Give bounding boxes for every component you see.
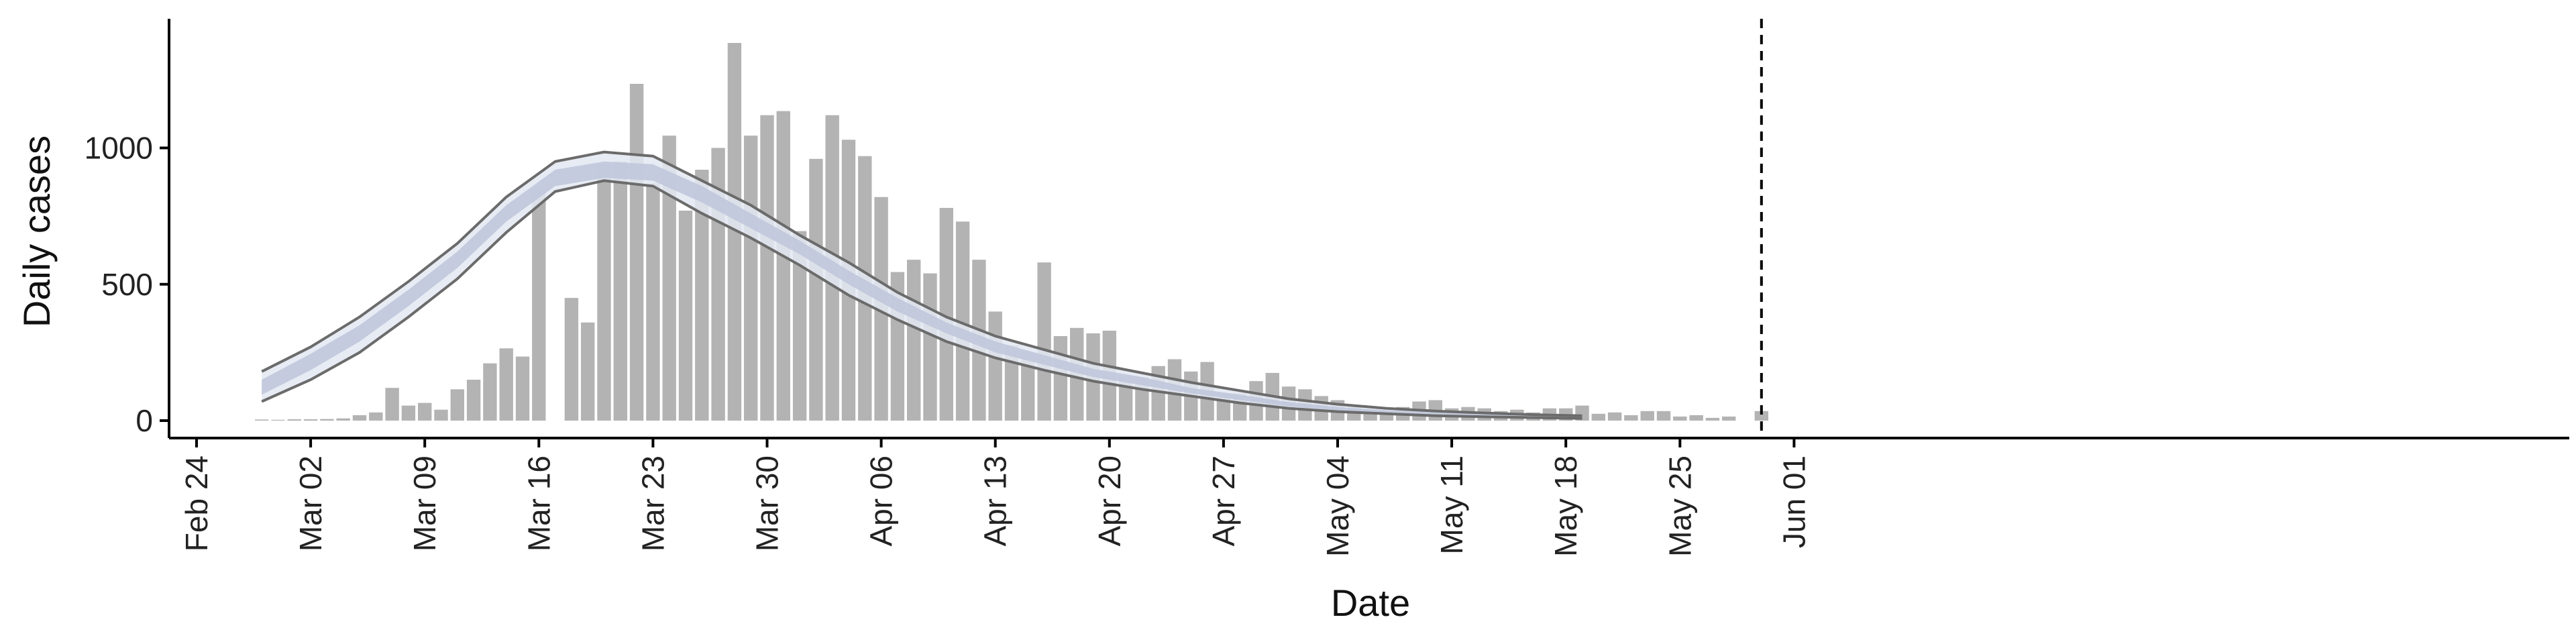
bar-2020-04-16 [1037,262,1051,421]
bar-2020-05-25 [1673,416,1687,421]
x-axis-title: Date [1331,582,1410,624]
bar-2020-03-09 [418,402,432,421]
bar-2020-05-30 [1754,411,1768,421]
bar-2020-03-13 [483,363,497,421]
y-tick-label: 0 [136,403,153,438]
bar-2020-03-18 [564,298,579,421]
x-tick-label: Apr 06 [864,455,899,547]
bar-2020-03-02 [303,419,318,421]
bar-2020-03-19 [581,322,595,421]
bar-2020-04-13 [988,311,1002,421]
bar-2020-05-24 [1656,411,1671,421]
bar-2020-03-07 [385,388,399,421]
y-tick-label: 500 [101,267,153,302]
x-tick-label: Mar 16 [521,455,556,551]
x-tick-label: May 11 [1434,455,1469,554]
bar-2020-05-20 [1591,413,1605,421]
bar-2020-03-11 [450,389,464,421]
bar-2020-05-21 [1607,412,1622,421]
bar-2020-03-05 [352,415,367,421]
bar-2020-04-17 [1053,336,1068,421]
x-axis-ticks: Feb 24 Mar 02 Mar 09 Mar 16 Mar 23 Mar 30 Apr … [179,438,1811,557]
x-tick-label: Mar 23 [635,455,670,551]
bar-2020-03-01 [287,419,301,421]
bar-2020-04-11 [955,221,970,421]
bar-2020-05-22 [1624,415,1638,421]
bar-2020-03-16 [532,190,546,421]
bar-2020-04-15 [1021,352,1035,421]
bar-2020-03-20 [597,164,611,421]
x-tick-label: May 18 [1548,455,1583,557]
bar-2020-03-28 [727,43,742,421]
bar-2020-03-23 [646,183,660,421]
bar-2020-03-21 [613,161,627,421]
bar-2020-04-02 [809,158,823,421]
bar-2020-03-29 [744,136,758,421]
x-tick-label: Mar 02 [293,455,328,551]
bar-2020-04-14 [1004,345,1019,421]
x-tick-label: Apr 20 [1092,455,1127,547]
axes: 0 500 1000 Feb 24 Mar 02 Mar 09 Mar 16 Mar 23 M… [85,19,2569,557]
x-tick-label: May 04 [1320,455,1355,557]
plot-area [255,19,1768,438]
x-tick-label: May 25 [1662,455,1697,557]
bar-2020-05-27 [1705,417,1720,421]
bar-2020-02-29 [271,419,285,421]
bars-layer [255,43,1768,421]
bar-2020-03-06 [369,412,383,421]
bar-2020-03-12 [466,380,481,421]
y-axis-ticks: 0 500 1000 [85,131,169,438]
y-axis-title: Daily cases [15,136,58,327]
x-tick-label: Mar 09 [407,455,442,551]
bar-2020-03-14 [499,348,513,421]
ci-outer-band [262,152,1582,419]
bar-2020-03-15 [515,356,530,421]
bar-2020-05-26 [1689,415,1703,421]
y-tick-label: 1000 [85,131,153,166]
lower-bound-line [261,179,1582,420]
x-tick-label: Apr 27 [1206,455,1241,547]
bar-2020-05-23 [1640,411,1654,421]
bar-2020-04-08 [907,260,921,421]
upper-bound-line [261,150,1582,417]
x-tick-label: Jun 01 [1776,455,1811,548]
bar-2020-03-10 [434,409,448,421]
bar-2020-03-30 [760,115,774,421]
bar-2020-03-22 [629,84,644,421]
x-tick-label: Mar 30 [750,455,785,551]
x-tick-label: Apr 13 [978,455,1013,547]
bar-2020-03-08 [401,405,416,421]
bar-2020-02-28 [255,419,269,421]
bar-2020-04-10 [939,207,953,421]
bar-2020-05-28 [1722,416,1736,421]
bar-2020-04-01 [792,231,807,421]
bar-2020-03-04 [336,418,350,421]
bar-2020-03-03 [320,419,334,421]
bar-2020-04-09 [923,273,937,421]
x-tick-label: Feb 24 [179,455,214,551]
bar-2020-03-24 [662,136,676,421]
bar-2020-03-26 [695,170,709,421]
bar-2020-03-31 [776,111,790,421]
ci-inner-band [262,161,1582,418]
bar-2020-03-25 [678,211,693,421]
